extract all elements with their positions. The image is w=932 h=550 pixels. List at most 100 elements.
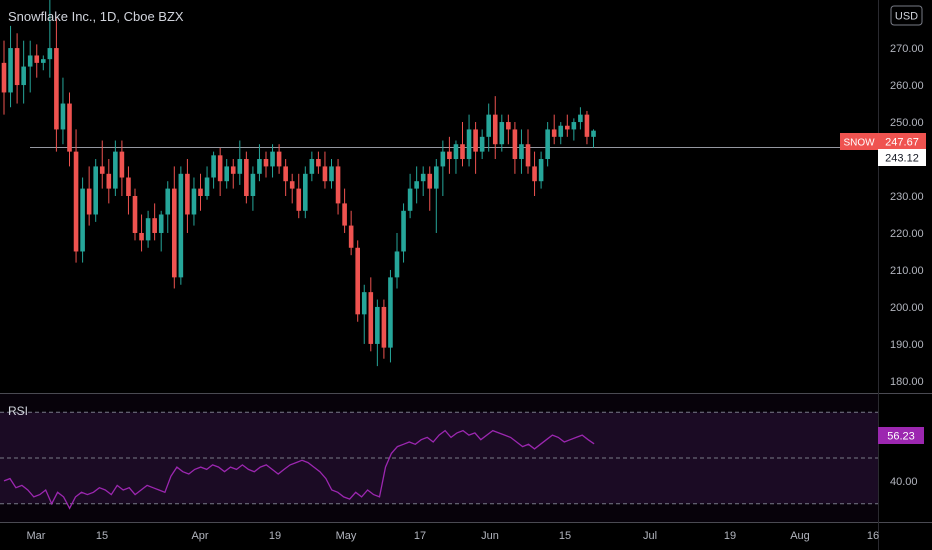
candle (486, 103, 491, 152)
candle (119, 140, 125, 196)
candle-body (8, 48, 13, 93)
candle (571, 118, 577, 141)
candle-body (270, 151, 275, 167)
rsi-label: RSI (8, 404, 28, 418)
price-tick-label: 260.00 (890, 80, 924, 92)
candle (342, 188, 347, 233)
candle-body (316, 159, 321, 167)
candle-body (492, 114, 498, 145)
candle (414, 166, 419, 204)
candle (407, 173, 413, 219)
candle-body (263, 159, 269, 167)
candle-body (172, 188, 177, 278)
candle (303, 166, 308, 219)
candle (473, 122, 478, 174)
rsi-tick-label: 40.00 (890, 476, 918, 488)
candle-body (453, 144, 459, 160)
candle (41, 55, 46, 71)
currency-label: USD (895, 11, 918, 23)
candle (1, 40, 7, 115)
candle (198, 173, 203, 211)
candle (551, 114, 557, 145)
candle (54, 18, 59, 152)
candle-body (479, 136, 485, 152)
candle-body (250, 173, 256, 196)
candle-body (571, 122, 577, 130)
candle-body (584, 114, 590, 137)
chart-title: Snowflake Inc., 1D, Cboe BZX (8, 9, 184, 24)
candle (67, 92, 72, 167)
candle-body (27, 55, 33, 67)
candle-body (388, 277, 393, 348)
candle-body (551, 129, 557, 137)
candle-body (139, 232, 144, 241)
candle-body (565, 125, 570, 130)
candle-body (191, 188, 197, 215)
price-tick-label: 250.00 (890, 117, 924, 129)
candle (8, 25, 13, 108)
candle (34, 44, 40, 78)
candle (276, 144, 282, 174)
candle (244, 151, 249, 204)
candle (401, 203, 406, 263)
candle-body (512, 129, 518, 160)
candle-body (152, 218, 157, 233)
candle-body (335, 166, 341, 204)
candle (47, 0, 53, 78)
candle (420, 166, 426, 196)
candle-body (99, 166, 105, 174)
candle (237, 140, 243, 185)
candle-body (244, 159, 249, 196)
candle-body (309, 159, 315, 174)
candle (479, 129, 485, 160)
candle-body (381, 306, 387, 348)
candle-body (486, 114, 491, 137)
candle-body (224, 166, 229, 182)
candle (329, 159, 334, 189)
candle (309, 151, 315, 182)
candle-body (185, 173, 190, 215)
price-tick-label: 270.00 (890, 43, 924, 55)
candle (492, 96, 498, 160)
candle-body (361, 292, 367, 315)
candle (335, 159, 341, 215)
candle (361, 284, 367, 344)
candle-body (41, 59, 46, 63)
candle (427, 166, 433, 211)
candle (230, 159, 236, 189)
candle-body (532, 166, 537, 182)
last-price-symbol: SNOW (843, 138, 875, 149)
time-axis: Mar 15 Apr 19 May 17 Jun 15 Jul 19 Aug 16 (27, 530, 880, 542)
candle (145, 210, 151, 248)
candle-body (60, 103, 66, 130)
candle (532, 151, 537, 196)
price-tick-label: 210.00 (890, 265, 924, 277)
candle-body (165, 188, 171, 215)
candle-body (375, 306, 380, 344)
crosshair-price-label: 243.12 (878, 149, 926, 166)
candle-body (538, 159, 544, 182)
candle (60, 77, 66, 145)
candle-body (119, 151, 125, 178)
candle-body (394, 251, 400, 278)
candle-body (466, 129, 472, 160)
candle (132, 188, 138, 241)
candle-body (86, 188, 92, 215)
currency-button[interactable]: USD (890, 5, 923, 26)
candle (93, 159, 98, 222)
candle-body (329, 166, 334, 182)
candle-body (348, 225, 354, 248)
candle-body (407, 188, 413, 211)
candle (289, 173, 295, 204)
candle-body (322, 166, 328, 182)
candle-body (237, 159, 243, 174)
candle (165, 181, 171, 233)
candles-group (1, 0, 596, 367)
candle-body (145, 218, 151, 241)
candle-body (401, 210, 406, 252)
rsi-line (3, 429, 595, 510)
candle (172, 166, 177, 289)
candle (368, 277, 374, 352)
candle (506, 114, 511, 145)
